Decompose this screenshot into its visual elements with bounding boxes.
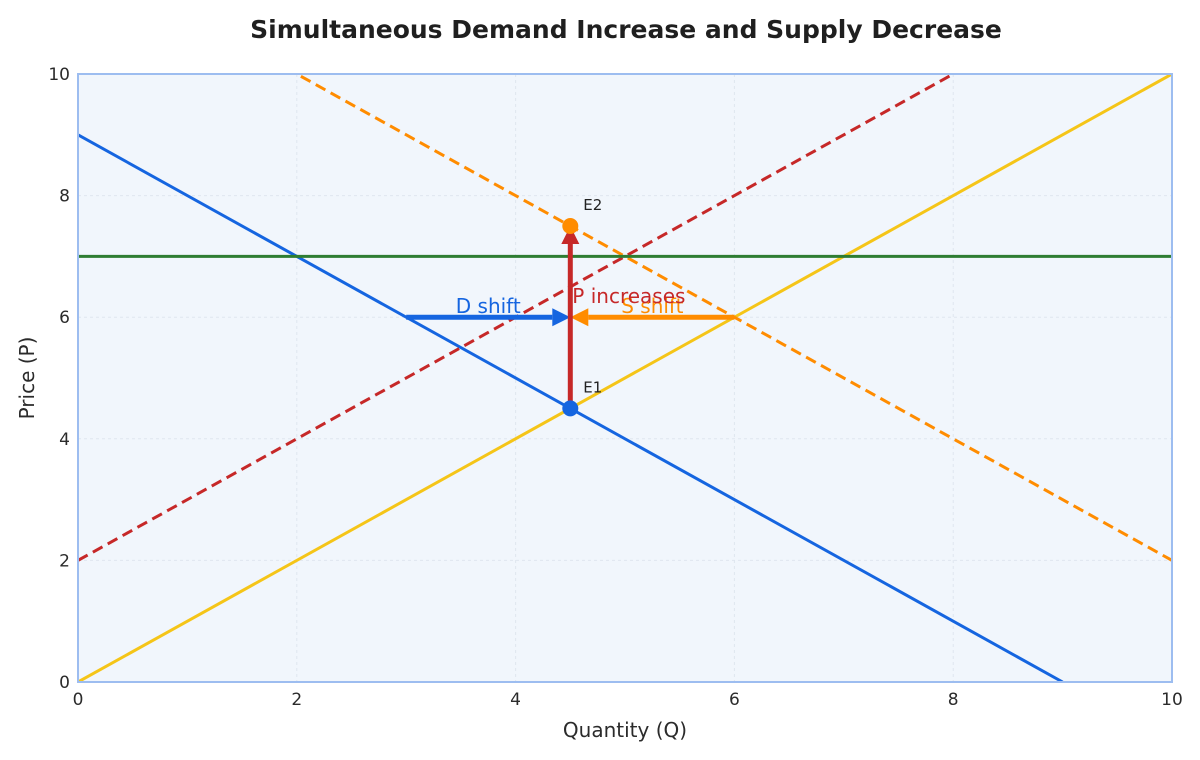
y-tick-label-5: 10 [48, 65, 70, 85]
x-tick-label-4: 8 [948, 690, 959, 710]
arrow-head-2 [561, 226, 580, 244]
chart-title: Simultaneous Demand Increase and Supply … [250, 15, 1002, 44]
x-axis-label: Quantity (Q) [563, 718, 687, 742]
y-tick-label-4: 8 [59, 187, 70, 207]
x-tick-label-3: 6 [729, 690, 740, 710]
series-line-3 [78, 74, 957, 562]
x-tick-label-0: 0 [73, 690, 84, 710]
x-tick-label-1: 2 [291, 690, 302, 710]
plot-frame [77, 73, 1173, 683]
y-tick-label-3: 6 [59, 308, 70, 328]
y-tick-label-0: 0 [59, 673, 70, 693]
x-tick-labels: 0 2 4 6 8 10 [73, 690, 1183, 710]
arrow-label-1: S shift [621, 294, 683, 318]
equilibrium-point-0 [562, 400, 579, 417]
equilibrium-label-1: E2 [583, 196, 602, 214]
arrow-label-2: P increases [572, 284, 685, 308]
arrow-label-0: D shift [456, 294, 521, 318]
arrow-head-0 [552, 308, 571, 327]
series-line-1 [78, 74, 1172, 682]
series-line-2 [293, 74, 1172, 562]
y-tick-label-2: 4 [59, 430, 70, 450]
y-axis-label: Price (P) [15, 337, 39, 420]
equilibrium-point-1 [562, 218, 579, 234]
y-tick-labels: 0 2 4 6 8 10 [48, 65, 70, 693]
x-tick-label-5: 10 [1161, 690, 1183, 710]
x-tick-label-2: 4 [510, 690, 521, 710]
series-layer [78, 74, 1172, 682]
equilibrium-label-0: E1 [583, 378, 602, 396]
point-layer: E1 E2 [562, 196, 602, 417]
y-tick-label-1: 2 [59, 551, 70, 571]
arrow-head-1 [570, 308, 589, 327]
